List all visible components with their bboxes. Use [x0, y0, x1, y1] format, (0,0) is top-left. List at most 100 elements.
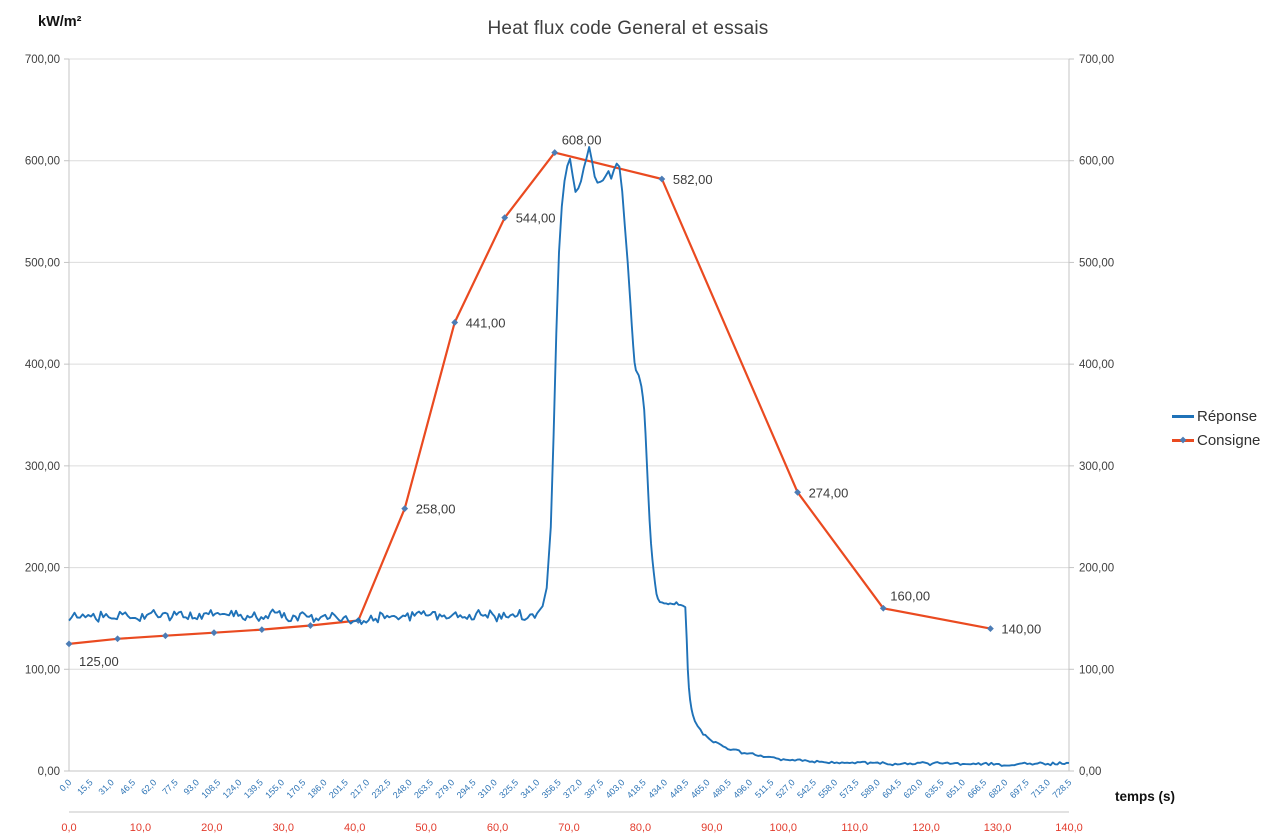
svg-text:573,5: 573,5: [838, 777, 861, 800]
series-consigne: [68, 151, 991, 645]
svg-text:527,0: 527,0: [774, 777, 797, 800]
data-label: 608,00: [562, 133, 602, 148]
svg-text:124,0: 124,0: [221, 777, 244, 800]
svg-text:600,00: 600,00: [25, 156, 60, 168]
svg-text:50,0: 50,0: [415, 822, 436, 834]
svg-text:279,0: 279,0: [433, 777, 456, 800]
svg-text:635,5: 635,5: [923, 777, 946, 800]
gridlines: [68, 58, 1070, 813]
svg-text:139,5: 139,5: [242, 777, 265, 800]
svg-text:200,00: 200,00: [25, 563, 60, 575]
svg-text:325,5: 325,5: [497, 777, 520, 800]
svg-text:697,5: 697,5: [1008, 777, 1031, 800]
legend: Réponse Consigne: [1172, 408, 1260, 449]
data-label: 258,00: [416, 502, 456, 517]
svg-text:403,0: 403,0: [604, 777, 627, 800]
svg-text:341,0: 341,0: [518, 777, 541, 800]
data-label: 125,00: [79, 654, 119, 669]
svg-text:10,0: 10,0: [130, 822, 151, 834]
svg-text:620,0: 620,0: [901, 777, 924, 800]
svg-text:200,00: 200,00: [1079, 563, 1114, 575]
data-label: 140,00: [1001, 622, 1041, 637]
svg-text:400,00: 400,00: [1079, 359, 1114, 371]
svg-text:600,00: 600,00: [1079, 156, 1114, 168]
svg-text:31,0: 31,0: [96, 777, 115, 796]
data-label: 274,00: [809, 485, 849, 500]
svg-text:434,0: 434,0: [646, 777, 669, 800]
svg-text:300,00: 300,00: [25, 461, 60, 473]
svg-text:589,0: 589,0: [859, 777, 882, 800]
svg-text:449,5: 449,5: [667, 777, 690, 800]
svg-text:387,5: 387,5: [582, 777, 605, 800]
legend-item-consigne: Consigne: [1172, 432, 1260, 449]
data-label: 160,00: [890, 588, 930, 603]
svg-text:155,0: 155,0: [263, 777, 286, 800]
series-consigne-line: [68, 151, 991, 645]
svg-text:0,0: 0,0: [57, 777, 73, 793]
svg-text:294,5: 294,5: [455, 777, 478, 800]
svg-text:108,5: 108,5: [199, 777, 222, 800]
y-axis-unit-label: kW/m²: [38, 14, 82, 30]
svg-text:496,0: 496,0: [731, 777, 754, 800]
legend-consigne-marker: [1179, 436, 1187, 444]
svg-text:130,0: 130,0: [984, 822, 1012, 834]
svg-text:356,5: 356,5: [540, 777, 563, 800]
svg-text:248,0: 248,0: [391, 777, 414, 800]
svg-text:700,00: 700,00: [25, 54, 60, 66]
svg-text:232,5: 232,5: [370, 777, 393, 800]
svg-text:62,0: 62,0: [139, 777, 158, 796]
chart-title: Heat flux code General et essais: [487, 18, 769, 39]
svg-text:604,5: 604,5: [880, 777, 903, 800]
data-label: 582,00: [673, 172, 713, 187]
svg-text:500,00: 500,00: [25, 257, 60, 269]
svg-text:372,0: 372,0: [561, 777, 584, 800]
svg-text:186,0: 186,0: [306, 777, 329, 800]
svg-text:713,0: 713,0: [1029, 777, 1052, 800]
consigne-markers: [65, 149, 994, 648]
svg-text:201,5: 201,5: [327, 777, 350, 800]
svg-text:70,0: 70,0: [558, 822, 579, 834]
svg-text:728,5: 728,5: [1050, 777, 1073, 800]
svg-text:60,0: 60,0: [487, 822, 508, 834]
svg-text:30,0: 30,0: [273, 822, 294, 834]
svg-text:170,5: 170,5: [284, 777, 307, 800]
svg-text:310,0: 310,0: [476, 777, 499, 800]
legend-item-reponse: Réponse: [1172, 408, 1260, 425]
data-label: 441,00: [466, 315, 506, 330]
svg-text:100,0: 100,0: [770, 822, 798, 834]
svg-text:77,5: 77,5: [160, 777, 179, 796]
svg-text:20,0: 20,0: [201, 822, 222, 834]
svg-text:0,0: 0,0: [61, 822, 76, 834]
svg-text:500,00: 500,00: [1079, 257, 1114, 269]
svg-text:93,0: 93,0: [182, 777, 201, 796]
svg-text:418,5: 418,5: [625, 777, 648, 800]
svg-text:100,00: 100,00: [25, 664, 60, 676]
svg-text:110,0: 110,0: [841, 822, 868, 834]
x-axis-labels-primary: 0,0 10,0 20,0 30,0 40,0 50,0 60,0 70,0 80,0 90,0 1…: [61, 822, 1082, 834]
svg-text:480,5: 480,5: [710, 777, 733, 800]
svg-text:651,0: 651,0: [944, 777, 967, 800]
svg-text:666,5: 666,5: [965, 777, 988, 800]
svg-text:511,5: 511,5: [753, 777, 776, 800]
svg-text:542,5: 542,5: [795, 777, 818, 800]
svg-text:0,00: 0,00: [1079, 766, 1101, 778]
svg-text:140,0: 140,0: [1055, 822, 1083, 834]
x-axis-labels-seconds: 0,0 15,5 31,0 46,5 62,0 77,5 93,0108,5124,0139…: [57, 777, 1073, 800]
consigne-data-labels: 125,00 258,00 441,00 544,00 608,00 582,00 274,…: [79, 133, 1041, 669]
svg-text:40,0: 40,0: [344, 822, 365, 834]
svg-text:80,0: 80,0: [630, 822, 651, 834]
legend-swatch-reponse-line: [1172, 415, 1194, 418]
svg-text:217,0: 217,0: [348, 777, 371, 800]
x-axis-title: temps (s): [1115, 789, 1176, 804]
svg-text:90,0: 90,0: [701, 822, 722, 834]
svg-text:46,5: 46,5: [118, 777, 137, 796]
legend-label-reponse: Réponse: [1197, 408, 1258, 425]
svg-text:263,5: 263,5: [412, 777, 435, 800]
svg-text:465,0: 465,0: [689, 777, 712, 800]
y-axis-labels-left: 0,00 100,00 200,00 300,00 400,00 500,00 600,00…: [25, 54, 69, 778]
legend-label-consigne: Consigne: [1197, 432, 1261, 449]
svg-text:558,0: 558,0: [816, 777, 839, 800]
svg-text:0,00: 0,00: [38, 766, 60, 778]
